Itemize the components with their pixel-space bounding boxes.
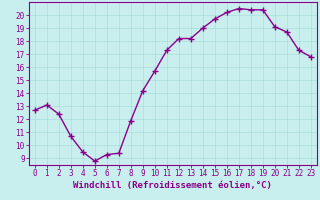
X-axis label: Windchill (Refroidissement éolien,°C): Windchill (Refroidissement éolien,°C) xyxy=(73,181,272,190)
